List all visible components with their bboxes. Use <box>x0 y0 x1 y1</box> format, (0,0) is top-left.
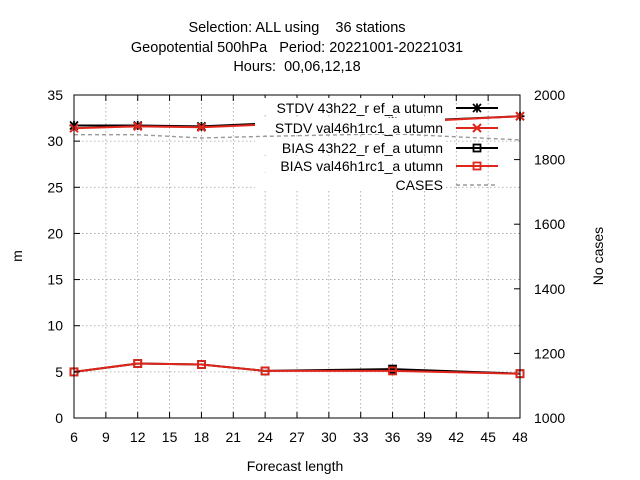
legend-entry: BIAS 43h22_r ef_a utumn <box>255 138 498 156</box>
legend-entry-background <box>255 156 445 172</box>
y2-tick-label: 1000 <box>534 410 565 426</box>
legend-entry-background <box>255 175 445 191</box>
y-tick-label: 30 <box>47 133 63 149</box>
legend-label: BIAS val46h1rc1_a utumn <box>280 158 443 174</box>
x-tick-label: 36 <box>385 429 401 445</box>
y2-tick-label: 1600 <box>534 216 565 232</box>
x-tick-label: 45 <box>480 429 496 445</box>
y-axis-label: m <box>9 250 25 262</box>
y-tick-label: 0 <box>55 410 63 426</box>
x-tick-label: 33 <box>353 429 369 445</box>
y-tick-label: 20 <box>47 225 63 241</box>
title-line-2: Geopotential 500hPa Period: 20221001-202… <box>131 40 463 56</box>
y-tick-label: 25 <box>47 179 63 195</box>
legend: STDV 43h22_r ef_a utumn STDV val46h1rc1_a… <box>255 98 498 193</box>
y-tick-label: 5 <box>55 364 63 380</box>
y2-tick-label: 2000 <box>534 87 565 103</box>
x-axis-label: Forecast length <box>247 458 344 474</box>
y-tick-label: 15 <box>47 272 63 288</box>
x-tick-label: 27 <box>289 429 305 445</box>
legend-label: CASES <box>396 177 443 193</box>
axes: 6 9 12 15 18 21 24 27 30 33 36 39 42 45 48 0 5 10 15 20 25 30… <box>47 87 565 445</box>
x-tick-label: 21 <box>225 429 241 445</box>
legend-marker <box>472 161 482 171</box>
legend-marker <box>472 123 482 133</box>
title-line-3: Hours: 00,06,12,18 <box>233 59 360 75</box>
legend-label: BIAS 43h22_r ef_a utumn <box>282 140 443 156</box>
x-tick-label: 12 <box>130 429 146 445</box>
x-tick-label: 42 <box>448 429 464 445</box>
legend-entry-background <box>255 138 445 154</box>
data-point <box>197 360 206 369</box>
legend-marker <box>472 143 482 153</box>
x-tick-label: 39 <box>417 429 433 445</box>
x-tick-label: 18 <box>194 429 210 445</box>
legend-entry: CASES <box>255 175 498 193</box>
legend-marker <box>472 103 482 113</box>
data-point <box>196 122 207 133</box>
x-tick-label: 24 <box>257 429 273 445</box>
data-point <box>260 366 270 376</box>
x-tick-label: 15 <box>162 429 178 445</box>
y2-tick-label: 1400 <box>534 281 565 297</box>
y2-tick-label: 1800 <box>534 152 565 168</box>
y2-tick-label: 1200 <box>534 345 565 361</box>
data-point <box>133 121 143 132</box>
series-line <box>74 133 521 141</box>
legend-entry: STDV 43h22_r ef_a utumn <box>255 98 498 116</box>
legend-entry: STDV val46h1rc1_a utumn <box>255 118 498 136</box>
x-tick-label: 48 <box>512 429 528 445</box>
legend-entry: BIAS val46h1rc1_a utumn <box>255 156 498 174</box>
y-tick-label: 35 <box>47 87 63 103</box>
data-point <box>133 359 143 368</box>
x-tick-label: 6 <box>70 429 78 445</box>
x-tick-label: 30 <box>321 429 337 445</box>
legend-entry-background <box>255 118 445 134</box>
y2-axis-label: No cases <box>590 227 606 285</box>
legend-label: STDV val46h1rc1_a utumn <box>275 120 443 136</box>
series-line <box>73 362 521 375</box>
legend-entry-background <box>255 98 445 114</box>
y-tick-label: 10 <box>47 318 63 334</box>
legend-label: STDV 43h22_r ef_a utumn <box>276 100 443 116</box>
title-line-1: Selection: ALL using 36 stations <box>188 20 405 36</box>
x-tick-label: 9 <box>102 429 110 445</box>
data-point <box>388 366 397 376</box>
chart-title: Selection: ALL using 36 stations Geopote… <box>131 20 463 75</box>
